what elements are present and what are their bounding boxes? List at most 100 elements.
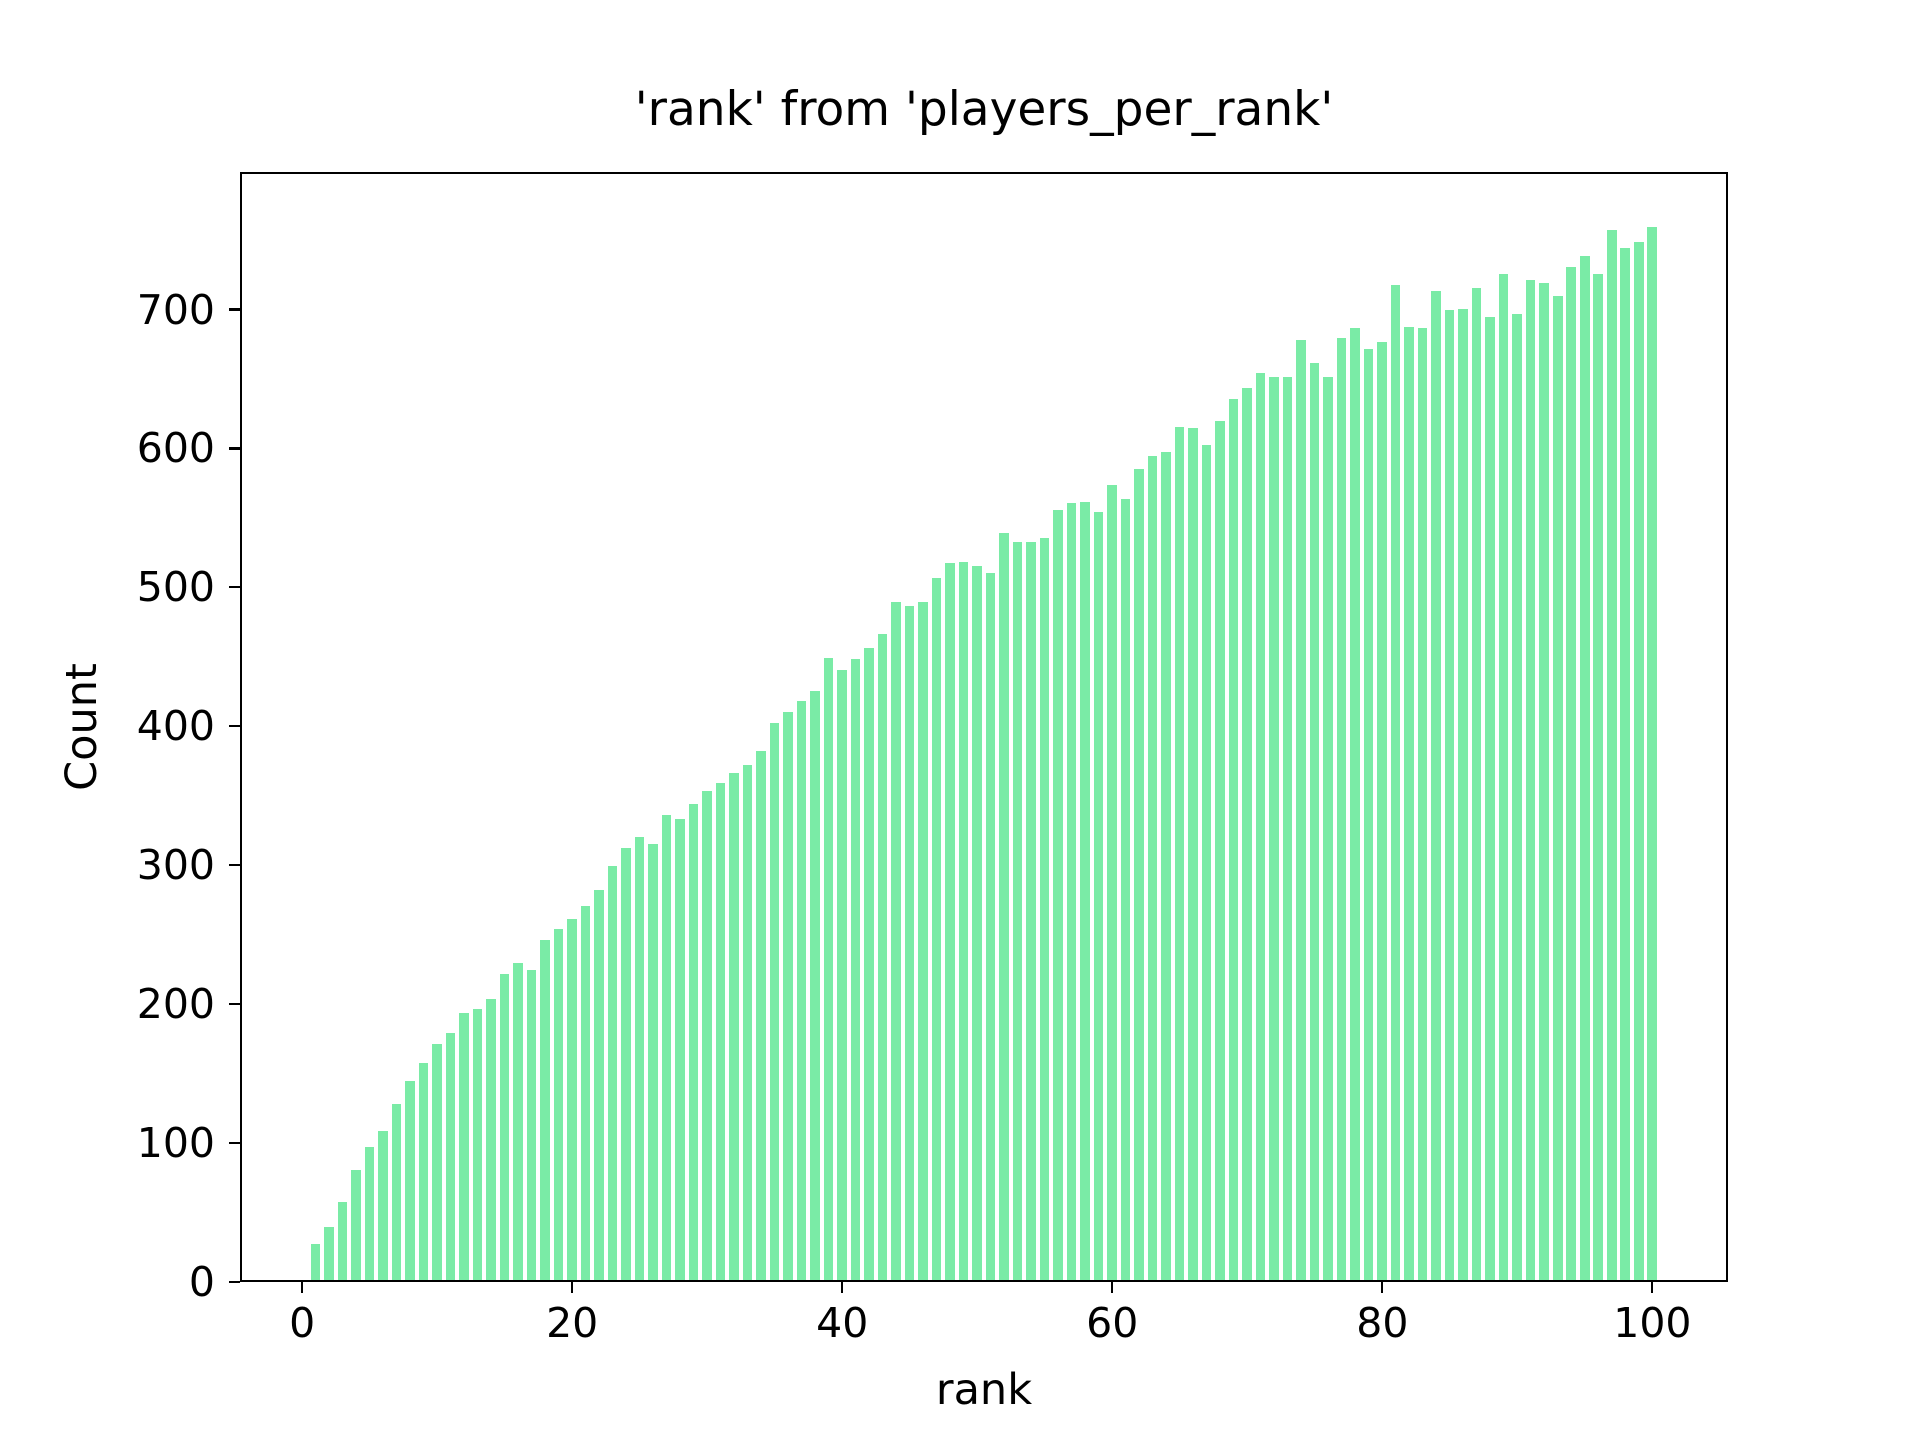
x-tick-mark — [571, 1282, 574, 1293]
bar — [1296, 339, 1306, 1280]
bar — [607, 866, 618, 1280]
bar — [310, 1243, 321, 1280]
x-tick-mark — [1111, 1282, 1114, 1293]
bar — [1282, 377, 1293, 1280]
bar — [1431, 290, 1441, 1280]
bar — [1174, 427, 1185, 1280]
bar — [1458, 308, 1468, 1280]
bar — [1390, 285, 1401, 1280]
bar — [715, 782, 726, 1280]
bar — [945, 563, 955, 1280]
bar — [472, 1009, 483, 1280]
bar — [486, 999, 496, 1280]
x-tick-label: 40 — [816, 1299, 869, 1347]
bar — [877, 634, 888, 1280]
x-tick-mark — [1381, 1282, 1384, 1293]
bar — [796, 700, 807, 1280]
bar — [702, 791, 712, 1280]
bar — [1620, 247, 1631, 1280]
bar — [621, 847, 631, 1280]
bar — [837, 670, 847, 1280]
bar — [661, 814, 672, 1280]
bar — [432, 1043, 442, 1280]
bar — [958, 561, 969, 1280]
bar — [1512, 314, 1522, 1280]
bar — [1539, 282, 1549, 1280]
bar — [823, 657, 834, 1280]
x-axis-label: rank — [935, 1365, 1033, 1415]
bar — [1350, 328, 1360, 1280]
bar — [351, 1170, 361, 1280]
plot-area — [240, 172, 1728, 1282]
bar — [337, 1202, 348, 1280]
bar — [499, 974, 510, 1280]
bar — [634, 836, 645, 1280]
bar — [1255, 372, 1266, 1280]
bar — [769, 722, 780, 1280]
bar — [1012, 542, 1023, 1280]
bar — [418, 1063, 429, 1280]
bar — [1579, 256, 1590, 1280]
bar — [391, 1103, 402, 1280]
bar — [810, 690, 820, 1280]
y-tick-mark — [229, 725, 240, 728]
bar — [1080, 502, 1090, 1280]
bar — [783, 711, 793, 1280]
bar — [742, 764, 753, 1280]
y-tick-label: 0 — [188, 1258, 215, 1306]
bar — [1471, 288, 1482, 1280]
bar — [1147, 456, 1158, 1280]
y-tick-mark — [229, 308, 240, 311]
bar — [756, 750, 766, 1280]
bar — [1053, 510, 1063, 1280]
bar — [1552, 296, 1563, 1280]
x-tick-label: 0 — [289, 1299, 316, 1347]
bar — [675, 818, 685, 1280]
y-tick-label: 400 — [136, 702, 215, 751]
bar — [1323, 377, 1333, 1280]
y-tick-label: 300 — [136, 841, 215, 890]
bar — [567, 918, 577, 1280]
y-tick-label: 500 — [136, 563, 215, 612]
x-tick-label: 100 — [1613, 1299, 1692, 1347]
bar — [324, 1227, 334, 1280]
bar — [459, 1013, 469, 1280]
bar — [1201, 445, 1212, 1280]
bar — [1417, 328, 1428, 1280]
y-tick-label: 700 — [136, 285, 215, 334]
bar — [1269, 377, 1279, 1280]
bar — [1377, 342, 1387, 1280]
bar — [540, 939, 550, 1280]
x-tick-label: 60 — [1086, 1299, 1139, 1347]
bar — [1228, 399, 1239, 1280]
bar — [1188, 428, 1198, 1280]
bar — [1309, 363, 1320, 1280]
bar — [1039, 538, 1050, 1280]
bar — [1242, 388, 1252, 1280]
bar — [1525, 279, 1536, 1280]
y-tick-mark — [229, 1280, 240, 1284]
y-tick-mark — [229, 1003, 240, 1006]
bar — [553, 928, 564, 1280]
bar — [580, 906, 591, 1280]
bar — [972, 565, 982, 1280]
bar — [918, 602, 928, 1280]
bar — [405, 1081, 415, 1280]
x-tick-mark — [841, 1282, 844, 1293]
bar — [1633, 242, 1644, 1280]
bar — [594, 889, 604, 1280]
bar — [526, 970, 537, 1280]
x-tick-mark — [1651, 1282, 1654, 1293]
bar — [378, 1131, 388, 1280]
bar — [891, 602, 901, 1280]
bar — [985, 572, 996, 1280]
x-tick-mark — [301, 1282, 304, 1293]
bar — [1647, 226, 1658, 1280]
bar — [1498, 274, 1509, 1280]
bar — [1485, 317, 1495, 1280]
bar — [1606, 229, 1617, 1280]
bar — [864, 647, 874, 1280]
x-tick-label: 80 — [1356, 1299, 1409, 1347]
bar — [1336, 338, 1347, 1280]
